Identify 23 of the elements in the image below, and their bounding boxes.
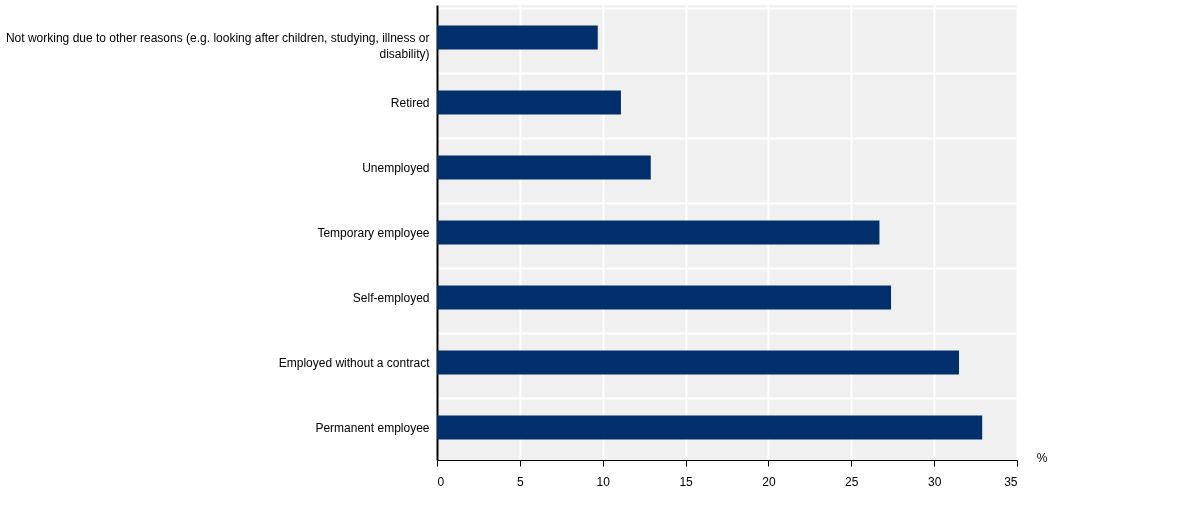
bar <box>437 90 621 115</box>
y-tick-label: Temporary employee <box>317 225 430 240</box>
bar <box>437 415 983 440</box>
x-tick-label: 5 <box>517 474 525 489</box>
x-tick-label: 35 <box>1004 474 1018 489</box>
y-tick-label: Retired <box>390 95 430 110</box>
x-tick-label: 0 <box>437 474 445 489</box>
y-tick-label: Permanent employee <box>315 420 430 435</box>
y-tick-label: Self-employed <box>352 290 430 305</box>
bar <box>437 155 651 180</box>
x-tick-label: 25 <box>845 474 859 489</box>
x-tick-label: 15 <box>679 474 694 489</box>
bar <box>437 350 959 375</box>
y-tick-label: Not working due to other reasons (e.g. looking after children, studying, illness or disability) <box>5 30 430 61</box>
y-tick-label: Employed without a contract <box>278 355 431 370</box>
bar <box>437 285 892 310</box>
bar <box>437 220 880 245</box>
x-tick-label: 30 <box>927 474 942 489</box>
bar <box>437 25 598 50</box>
x-tick-label: 10 <box>596 474 611 489</box>
x-axis-title: % <box>1036 450 1048 465</box>
x-tick-label: 20 <box>762 474 776 489</box>
y-tick-label: Unemployed <box>362 160 430 175</box>
